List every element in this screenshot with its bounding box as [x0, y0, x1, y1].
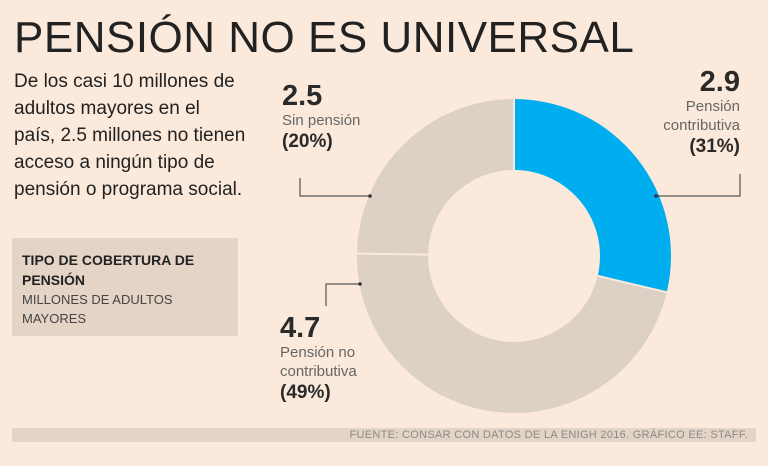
source-bar: FUENTE: CONSAR CON DATOS DE LA ENIGH 201… [12, 428, 756, 442]
leader-dot [654, 194, 658, 198]
pct-contributiva: (31%) [689, 136, 740, 157]
pct-sin-pension: (20%) [282, 131, 333, 152]
value-contributiva: 2.9 [699, 66, 740, 98]
label-sin-pension: 2.5 Sin pensión (20%) [282, 82, 402, 154]
coverage-title: TIPO DE COBERTURA DE PENSIÓN [22, 252, 195, 288]
leader-contributiva [656, 174, 741, 197]
source-text: FUENTE: CONSAR CON DATOS DE LA ENIGH 201… [349, 429, 748, 441]
leader-dot [368, 194, 372, 198]
label-contributiva: 2.9 Pensión contributiva (31%) [600, 68, 740, 159]
value-no-contributiva: 4.7 [280, 312, 321, 344]
slice-contributiva [514, 99, 671, 293]
leader-no-contributiva [325, 283, 360, 306]
name-contributiva-line1: Pensión [685, 98, 740, 115]
name-contributiva-line2: contributiva [663, 117, 740, 134]
chart-title: PENSIÓN NO ES UNIVERSAL [14, 13, 635, 62]
label-no-contributiva: 4.7 Pensión no contributiva (49%) [280, 314, 420, 405]
slice-no-contributiva [357, 253, 667, 414]
value-sin-pension: 2.5 [282, 80, 323, 112]
leader-dot [358, 282, 362, 286]
slice-sin-pension [357, 99, 514, 255]
name-no-contributiva-line2: contributiva [280, 363, 357, 380]
coverage-subtitle: MILLONES DE ADULTOS MAYORES [22, 292, 173, 326]
name-no-contributiva-line1: Pensión no [280, 344, 356, 361]
leader-sin-pension [299, 178, 370, 197]
slice-separator [597, 274, 668, 294]
intro-text: De los casi 10 millones de adultos mayor… [14, 71, 246, 200]
slice-separator [356, 252, 429, 256]
coverage-box: TIPO DE COBERTURA DE PENSIÓN MILLONES DE… [12, 238, 238, 336]
name-sin-pension: Sin pensión [282, 112, 361, 129]
pct-no-contributiva: (49%) [280, 382, 331, 403]
